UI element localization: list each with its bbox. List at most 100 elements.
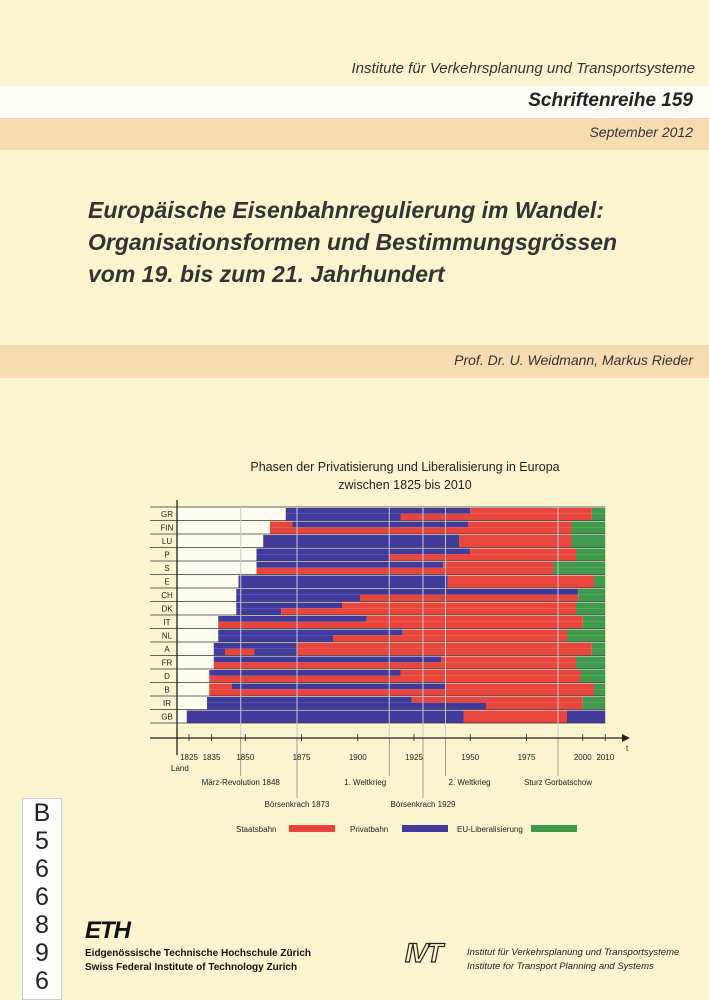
bar-segment-fin	[571, 527, 606, 534]
call-number-char: 6	[35, 967, 49, 995]
bar-segment-nl	[218, 635, 333, 642]
call-number-char: 5	[35, 827, 49, 855]
bar-segment-ch	[578, 594, 606, 602]
row-label-ch: CH	[161, 591, 173, 600]
bar-segment-it	[366, 616, 583, 622]
bar-segment-fin	[292, 521, 468, 528]
bar-segment-e	[594, 575, 606, 588]
x-axis-arrow-icon	[622, 734, 630, 742]
row-label-a: A	[164, 645, 170, 654]
call-number-char: 9	[35, 939, 49, 967]
call-number-char: 6	[35, 883, 49, 911]
bar-segment-ir	[207, 702, 486, 710]
bar-segment-fr	[441, 656, 576, 663]
bar-segment-b	[594, 689, 606, 696]
ivt-name-en: Institute for Transport Planning and Sys…	[467, 961, 654, 972]
event-label: Börsenkrach 1873	[265, 800, 330, 809]
bar-segment-b	[209, 689, 594, 696]
bar-segment-it	[218, 616, 367, 622]
row-label-it: IT	[163, 618, 170, 627]
x-tick-label: 1875	[293, 753, 311, 762]
title-line: Organisationsformen und Bestimmungsgröss…	[88, 229, 618, 255]
bar-segment-fr	[213, 656, 441, 663]
bar-segment-ch	[236, 589, 579, 595]
bar-segment-gr	[470, 508, 592, 514]
bar-segment-it	[218, 621, 583, 629]
header-white-band	[0, 86, 709, 118]
title-line: Europäische Eisenbahnregulierung im Wand…	[88, 197, 604, 223]
row-label-nl: NL	[162, 631, 173, 640]
bar-segment-lu	[571, 535, 606, 548]
bar-segment-d	[580, 670, 606, 676]
bar-segment-gr	[591, 513, 606, 521]
bar-segment-ch	[578, 589, 606, 595]
row-label-s: S	[164, 564, 169, 573]
bar-segment-dk	[281, 608, 576, 615]
row-label-fin: FIN	[161, 523, 174, 532]
ivt-logo: IVT	[404, 937, 443, 968]
x-tick-label: 2010	[596, 753, 614, 762]
bar-segment-gr	[285, 508, 471, 514]
bar-segment-ir	[582, 702, 606, 710]
bar-segment-nl	[402, 629, 567, 636]
bar-segment-b	[445, 683, 594, 690]
bar-segment-b	[231, 683, 446, 690]
bar-segment-b	[594, 683, 606, 690]
series-number: Schriftenreihe 159	[528, 90, 693, 111]
row-label-gr: GR	[161, 510, 173, 519]
bar-segment-nl	[218, 629, 403, 636]
publication-date: September 2012	[589, 124, 693, 140]
x-tick-label: 1835	[203, 753, 221, 762]
bar-segment-a	[591, 648, 606, 656]
bar-segment-fin	[270, 521, 293, 528]
bar-segment-p	[256, 548, 471, 555]
chart-subtitle: zwischen 1825 bis 2010	[338, 478, 471, 492]
event-label: März-Revolution 1848	[202, 778, 281, 787]
title-line: vom 19. bis zum 21. Jahrhundert	[88, 261, 445, 287]
bar-segment-dk	[342, 602, 576, 609]
bar-segment-s	[256, 567, 554, 575]
x-tick-label: 2000	[574, 753, 592, 762]
bar-segment-dk	[236, 602, 342, 609]
row-label-p: P	[164, 550, 169, 559]
bar-segment-ir	[207, 697, 412, 703]
bar-segment-ch	[236, 594, 360, 602]
row-label-ir: IR	[163, 699, 171, 708]
bar-segment-fin	[468, 521, 572, 528]
legend-label-e: EU-Liberalisierung	[457, 825, 523, 834]
bar-segment-gr	[400, 513, 592, 521]
legend-label-p: Privatbahn	[350, 825, 388, 834]
row-label-e: E	[164, 577, 169, 586]
bar-segment-d	[209, 670, 401, 676]
x-tick-label: 1975	[518, 753, 536, 762]
bar-segment-s	[553, 562, 606, 568]
event-label: 2. Weltkrieg	[449, 778, 491, 787]
institute-name: Institute für Verkehrsplanung und Transp…	[351, 60, 695, 77]
x-tick-label: 1900	[349, 753, 367, 762]
event-label: 1. Weltkrieg	[344, 778, 386, 787]
document-title: Europäische Eisenbahnregulierung im Wand…	[88, 194, 617, 290]
ivt-name-de: Institut für Verkehrsplanung und Transpo…	[467, 947, 680, 958]
bar-segment-d	[209, 675, 581, 683]
bar-segment-fin	[270, 527, 572, 534]
authors: Prof. Dr. U. Weidmann, Markus Rieder	[454, 352, 693, 368]
bar-segment-nl	[567, 635, 606, 642]
row-label-fr: FR	[162, 658, 173, 667]
bar-segment-d	[580, 675, 606, 683]
bar-segment-a	[297, 643, 592, 649]
legend-swatch-s	[289, 825, 335, 832]
bar-segment-gr	[285, 513, 401, 521]
bar-segment-dk	[576, 608, 606, 615]
legend-swatch-e	[531, 825, 577, 832]
bar-segment-ch	[360, 594, 579, 602]
row-label-lu: LU	[162, 537, 172, 546]
bar-segment-p	[576, 548, 606, 555]
y-axis-label: Land	[171, 764, 189, 773]
bar-segment-a	[213, 643, 297, 649]
x-tick-label: 1925	[405, 753, 423, 762]
bar-segment-gb	[186, 710, 464, 723]
row-label-dk: DK	[161, 604, 173, 613]
bar-segment-p	[470, 548, 576, 555]
bar-segment-a	[225, 648, 255, 656]
bar-segment-it	[582, 616, 606, 622]
